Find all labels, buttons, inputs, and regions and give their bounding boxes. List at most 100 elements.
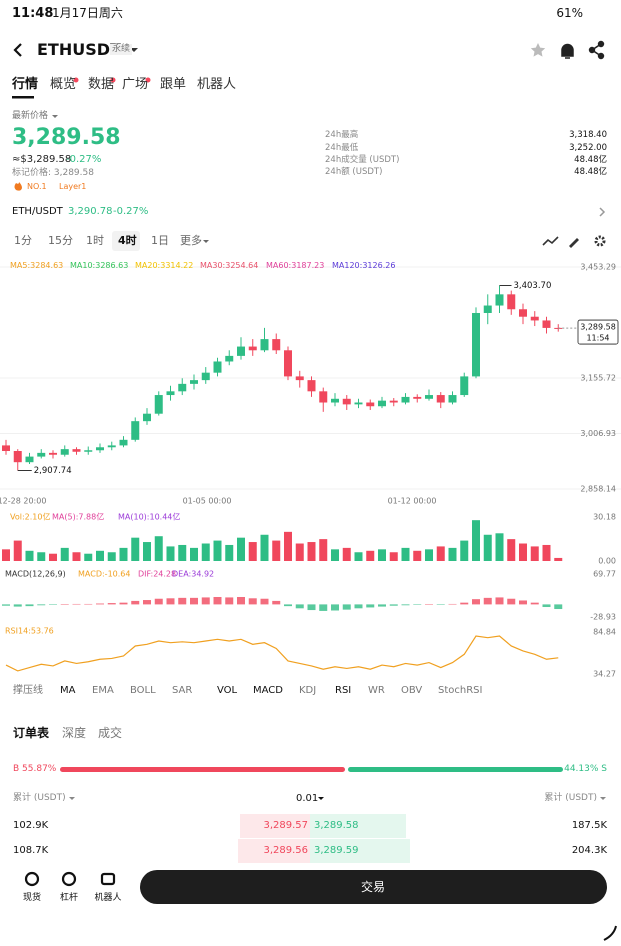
candle-body <box>401 396 410 403</box>
settings-icon[interactable] <box>594 235 606 247</box>
ask-total: 204.3K <box>571 845 607 856</box>
symbol[interactable]: ETHUSDT <box>37 40 121 59</box>
macd-bar <box>190 597 198 605</box>
tab[interactable]: 跟单 <box>160 77 187 92</box>
y-tick-label: 3,155.72 <box>580 373 616 382</box>
indicator[interactable]: RSI <box>335 685 352 696</box>
stat-value: 48.48亿 <box>574 167 607 177</box>
dropdown-icon <box>600 797 606 800</box>
volume-bar <box>131 537 140 561</box>
indicator[interactable]: OBV <box>401 685 423 696</box>
bid-price: 3,289.56 <box>263 845 308 856</box>
macd-bar <box>366 604 375 608</box>
volume-bar <box>248 542 257 561</box>
index-price: 3,290.78 <box>68 206 113 217</box>
indicator[interactable]: KDJ <box>299 685 317 696</box>
macd-bar <box>60 604 69 605</box>
tab[interactable]: 概览 <box>50 77 77 92</box>
indicator[interactable]: EMA <box>92 685 114 696</box>
indicator[interactable]: BOLL <box>130 685 156 696</box>
x-tick-label: 01-12 00:00 <box>388 497 437 506</box>
nav-margin[interactable]: 杠杆 <box>59 893 78 903</box>
macd-bar <box>237 596 245 605</box>
stat-label: 24h最高 <box>325 130 359 140</box>
dropdown-icon <box>69 797 75 800</box>
tab[interactable]: 机器人 <box>197 77 237 92</box>
indicator[interactable]: VOL <box>217 685 238 696</box>
volume-bar <box>319 539 328 561</box>
candle-body <box>425 395 433 399</box>
tab[interactable]: 数据 <box>88 77 115 92</box>
star-icon[interactable] <box>530 43 546 57</box>
macd-bar <box>213 596 222 605</box>
precision[interactable]: 0.01 <box>296 793 319 804</box>
trade-button[interactable] <box>140 870 607 904</box>
macd-bar <box>554 604 563 610</box>
candle-body <box>284 350 292 377</box>
candle-body <box>2 445 10 452</box>
indicator[interactable]: 撑压线 <box>13 685 43 696</box>
tab[interactable]: 行情 <box>12 77 39 92</box>
indicator-icon[interactable] <box>542 236 559 246</box>
alert-icon[interactable] <box>561 43 574 59</box>
macd-bar <box>542 604 551 608</box>
chevron[interactable] <box>599 207 606 217</box>
volume-bar <box>84 553 93 561</box>
interval[interactable]: 更多 <box>180 234 202 247</box>
indicator[interactable]: WR <box>368 685 385 696</box>
interval[interactable]: 1分 <box>14 234 32 247</box>
draw-icon[interactable] <box>569 238 579 248</box>
macd-legend: MACD:-10.64 <box>78 570 130 579</box>
macd-bar <box>37 604 46 606</box>
dropdown-icon <box>52 115 58 118</box>
macd-legend: DIF:24.28 <box>138 570 176 579</box>
candle-body <box>389 400 398 403</box>
volume-bar <box>166 546 175 561</box>
ma-legend: MA10:3286.63 <box>70 261 129 270</box>
tab[interactable]: 广场 <box>122 77 149 92</box>
y-tick-label: 84.84 <box>593 628 616 637</box>
candle-body <box>25 456 34 463</box>
share-icon[interactable] <box>588 40 605 60</box>
volume-bar <box>389 552 398 561</box>
orderbook-tab[interactable]: 深度 <box>62 726 87 740</box>
indicator[interactable]: SAR <box>172 685 193 696</box>
trade-label[interactable]: 交易 <box>360 880 385 894</box>
tab-dots <box>73 77 151 83</box>
indicator[interactable]: MA <box>60 685 76 696</box>
macd-bar <box>49 604 57 605</box>
sell-ratio: 44.13% S <box>564 764 607 774</box>
ma-legend: MA20:3314.22 <box>135 261 194 270</box>
rsi-line <box>5 635 559 672</box>
orderbook-tab[interactable]: 订单表 <box>13 726 50 740</box>
macd-bar <box>519 600 527 605</box>
y-tick-label: 69.77 <box>593 570 616 579</box>
interval[interactable]: 1时 <box>86 234 104 247</box>
macd-bar <box>507 598 516 605</box>
interval[interactable]: 15分 <box>48 234 73 247</box>
nav-bot[interactable]: 机器人 <box>94 893 122 903</box>
index-change: -0.27% <box>113 206 149 217</box>
volume-bar <box>272 540 281 561</box>
candle-body <box>495 294 504 306</box>
stat-label: 24h额 (USDT) <box>325 167 383 177</box>
interval[interactable]: 1日 <box>151 234 169 247</box>
back-icon[interactable] <box>13 43 22 57</box>
candle-body <box>342 398 351 405</box>
volume-bar <box>13 540 22 561</box>
interval[interactable]: 4时 <box>118 234 137 247</box>
indicator[interactable]: MACD <box>253 685 283 696</box>
high-label: 3,403.70 <box>514 281 552 291</box>
candle-body <box>413 396 422 399</box>
scroll-mark <box>603 925 617 941</box>
candle-body <box>166 391 175 396</box>
y-tick-label: 30.18 <box>593 513 616 522</box>
nav-spot[interactable]: 现货 <box>22 893 41 903</box>
orderbook-tab[interactable]: 成交 <box>98 726 123 740</box>
interval-highlight <box>112 231 140 251</box>
nav-icons[interactable] <box>24 871 116 887</box>
volume-bar <box>37 552 46 561</box>
y-tick-label: 3,006.93 <box>580 429 616 438</box>
indicator[interactable]: StochRSI <box>438 685 483 696</box>
